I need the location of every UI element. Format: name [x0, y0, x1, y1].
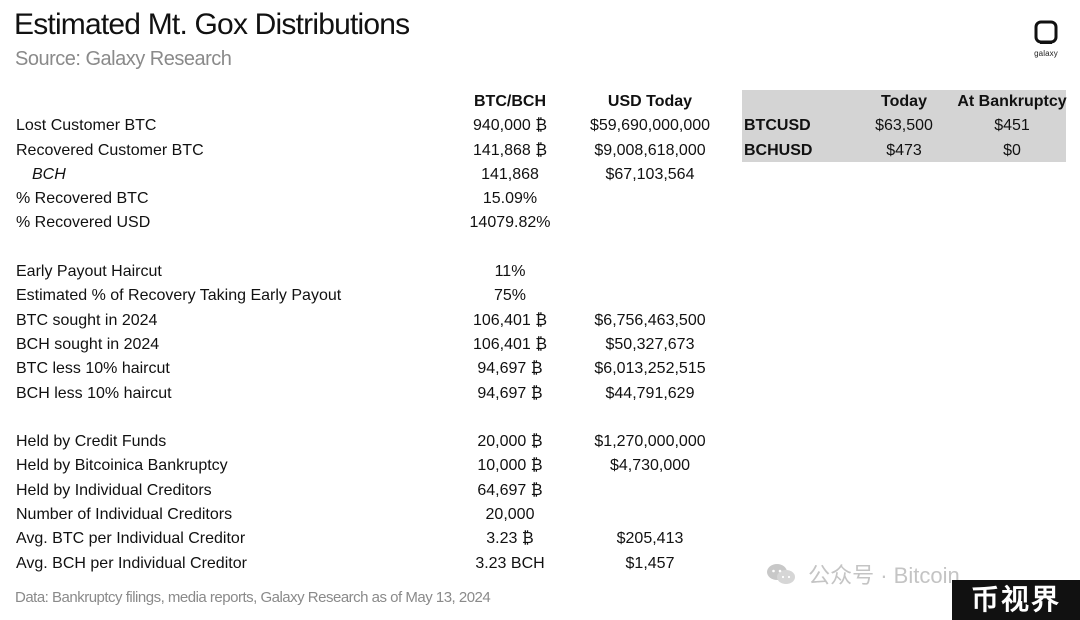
table-row: % Recovered BTC 15.09% — [0, 187, 730, 211]
row-label: Held by Individual Creditors — [16, 481, 212, 499]
column-header-btc: BTC/BCH — [474, 93, 546, 110]
row-usd-value: $4,730,000 — [609, 457, 691, 475]
source-caption: Source: Galaxy Research — [15, 48, 232, 70]
row-label: Lost Customer BTC — [16, 117, 157, 135]
row-btc-value: 3.23 BCH — [475, 554, 545, 572]
table-row: BCH less 10% haircut 94,697 ₿ $44,791,62… — [0, 382, 730, 406]
row-usd-value: $205,413 — [616, 530, 684, 548]
row-label: BCH sought in 2024 — [16, 335, 160, 353]
galaxy-logo-text: galaxy — [1034, 49, 1058, 58]
price-pair-label: BTCUSD — [744, 117, 811, 135]
row-label: BCH — [32, 165, 66, 183]
price-bankruptcy-value: $0 — [1003, 141, 1021, 159]
row-btc-value: 11% — [494, 263, 526, 281]
table-row: Avg. BCH per Individual Creditor 3.23 BC… — [0, 552, 730, 576]
table-row: Avg. BTC per Individual Creditor 3.23 ₿ … — [0, 527, 730, 551]
row-btc-value: 106,401 ₿ — [472, 311, 548, 329]
price-today-value: $473 — [886, 141, 922, 159]
row-usd-value: $1,270,000,000 — [594, 433, 706, 451]
row-label: % Recovered BTC — [16, 190, 149, 208]
row-label: Recovered Customer BTC — [16, 141, 204, 159]
table-row: BCH 141,868 $67,103,564 — [0, 163, 730, 187]
footnote: Data: Bankruptcy filings, media reports,… — [15, 589, 491, 606]
table-row: Early Payout Haircut 11% — [0, 260, 730, 284]
row-label: Estimated % of Recovery Taking Early Pay… — [16, 287, 342, 305]
price-table: Today At Bankruptcy BTCUSD $63,500 $451 … — [742, 90, 1067, 163]
row-btc-value: 75% — [493, 287, 527, 305]
row-btc-value: 14079.82% — [469, 214, 551, 232]
row-label: Early Payout Haircut — [16, 263, 162, 281]
table-row: Lost Customer BTC 940,000 ₿ $59,690,000,… — [0, 114, 730, 138]
column-header-today: Today — [881, 93, 927, 110]
row-btc-value: 64,697 ₿ — [477, 481, 543, 499]
price-row: BCHUSD $473 $0 — [742, 139, 1066, 163]
column-header-bankruptcy: At Bankruptcy — [957, 93, 1067, 110]
row-btc-value: 20,000 ₿ — [477, 433, 543, 451]
row-usd-value: $50,327,673 — [605, 335, 695, 353]
table-spacer-row — [0, 406, 730, 430]
price-pair-label: BCHUSD — [744, 141, 813, 159]
row-label: Held by Credit Funds — [16, 433, 167, 451]
distribution-table: BTC/BCH USD Today Lost Customer BTC 940,… — [0, 90, 730, 576]
row-btc-value: 94,697 ₿ — [477, 384, 543, 402]
row-label: BCH less 10% haircut — [16, 384, 172, 402]
galaxy-logo-icon — [1034, 20, 1058, 44]
row-btc-value: 15.09% — [482, 190, 538, 208]
table-row: Number of Individual Creditors 20,000 — [0, 503, 730, 527]
row-usd-value: $44,791,629 — [605, 384, 695, 402]
watermark-text: 公众号 · Bitcoin — [808, 563, 960, 588]
row-btc-value: 940,000 ₿ — [472, 117, 548, 135]
page-title: Estimated Mt. Gox Distributions — [14, 8, 410, 41]
row-usd-value: $9,008,618,000 — [594, 141, 706, 159]
row-label: Avg. BTC per Individual Creditor — [16, 530, 246, 548]
row-label: Held by Bitcoinica Bankruptcy — [16, 457, 228, 475]
table-row: Recovered Customer BTC 141,868 ₿ $9,008,… — [0, 139, 730, 163]
row-btc-value: 141,868 — [481, 165, 539, 183]
watermark: 公众号 · Bitcoin — [766, 558, 960, 592]
table-header-row: BTC/BCH USD Today — [0, 90, 730, 114]
table-spacer-row — [0, 236, 730, 260]
wechat-icon — [766, 562, 796, 592]
price-header-row: Today At Bankruptcy — [742, 90, 1067, 114]
row-btc-value: 10,000 ₿ — [477, 457, 543, 475]
row-btc-value: 141,868 ₿ — [472, 141, 548, 159]
table-row: Held by Individual Creditors 64,697 ₿ — [0, 479, 730, 503]
row-btc-value: 94,697 ₿ — [477, 360, 543, 378]
price-bankruptcy-value: $451 — [994, 117, 1030, 135]
row-usd-value: $6,013,252,515 — [594, 360, 706, 378]
table-row: BCH sought in 2024 106,401 ₿ $50,327,673 — [0, 333, 730, 357]
galaxy-logo: galaxy — [1028, 20, 1064, 68]
column-header-usd: USD Today — [607, 93, 693, 110]
row-usd-value: $1,457 — [625, 554, 675, 572]
table-row: BTC sought in 2024 106,401 ₿ $6,756,463,… — [0, 309, 730, 333]
row-label: % Recovered USD — [16, 214, 151, 232]
table-row: Held by Credit Funds 20,000 ₿ $1,270,000… — [0, 430, 730, 454]
table-row: Held by Bitcoinica Bankruptcy 10,000 ₿ $… — [0, 454, 730, 478]
price-today-value: $63,500 — [875, 117, 933, 135]
row-btc-value: 3.23 ₿ — [486, 530, 534, 548]
row-label: BTC sought in 2024 — [16, 311, 158, 329]
brand-badge: 币视界 — [952, 580, 1080, 620]
row-label: BTC less 10% haircut — [16, 360, 170, 378]
table-row: BTC less 10% haircut 94,697 ₿ $6,013,252… — [0, 357, 730, 381]
table-row: % Recovered USD 14079.82% — [0, 211, 730, 235]
row-label: Number of Individual Creditors — [16, 506, 233, 524]
row-btc-value: 20,000 — [485, 506, 535, 524]
price-row: BTCUSD $63,500 $451 — [742, 114, 1066, 138]
table-row: Estimated % of Recovery Taking Early Pay… — [0, 284, 730, 308]
row-usd-value: $6,756,463,500 — [594, 311, 706, 329]
row-label: Avg. BCH per Individual Creditor — [16, 554, 247, 572]
row-usd-value: $59,690,000,000 — [589, 117, 711, 135]
row-usd-value: $67,103,564 — [605, 165, 695, 183]
row-btc-value: 106,401 ₿ — [472, 335, 548, 353]
